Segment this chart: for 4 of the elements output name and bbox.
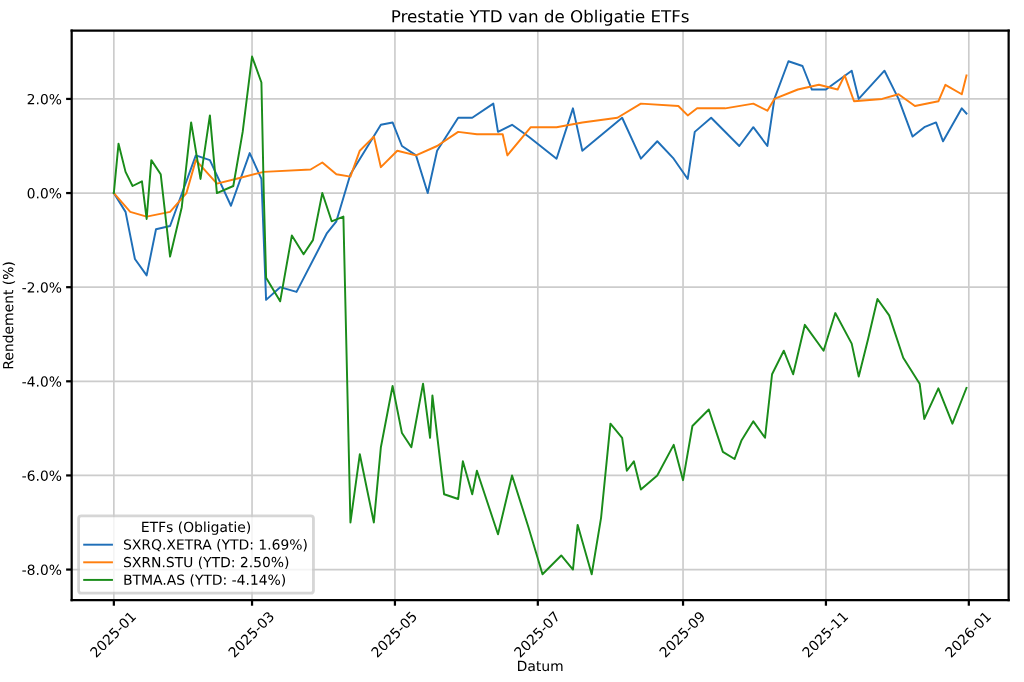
chart-title: Prestatie YTD van de Obligatie ETFs xyxy=(392,9,689,26)
line-series xyxy=(112,55,968,576)
line-series xyxy=(112,74,968,218)
line-series xyxy=(112,60,968,301)
